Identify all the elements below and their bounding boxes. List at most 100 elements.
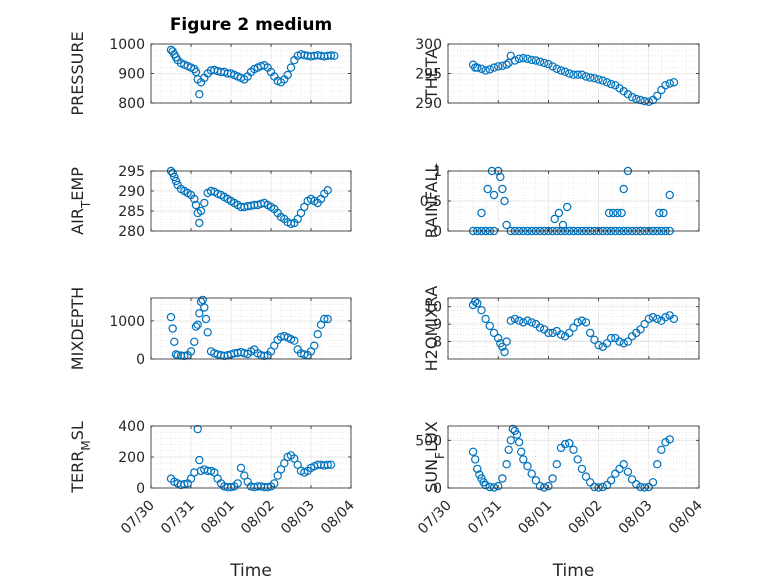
data-point bbox=[514, 316, 524, 325]
data-point bbox=[186, 474, 196, 483]
data-point bbox=[498, 474, 507, 483]
data-point bbox=[471, 455, 480, 464]
data-point bbox=[290, 454, 299, 463]
data-point bbox=[552, 460, 562, 469]
data-point bbox=[519, 54, 528, 63]
data-point bbox=[577, 464, 587, 474]
data-point bbox=[619, 339, 628, 348]
data-point bbox=[180, 351, 189, 361]
data-point bbox=[573, 70, 582, 79]
y-tick-label: 800 bbox=[118, 96, 145, 112]
data-point bbox=[565, 439, 574, 448]
data-point bbox=[531, 56, 541, 65]
data-point bbox=[481, 480, 490, 490]
data-point bbox=[594, 75, 603, 84]
data-point bbox=[665, 79, 674, 88]
data-point bbox=[565, 69, 574, 78]
data-point bbox=[270, 479, 279, 488]
data-point bbox=[619, 460, 628, 469]
x-tick-label: 08/03 bbox=[616, 498, 656, 538]
data-point bbox=[190, 194, 199, 204]
x-tick-label: 08/02 bbox=[566, 498, 606, 538]
data-point bbox=[535, 481, 545, 491]
data-point bbox=[569, 323, 578, 332]
data-point bbox=[485, 65, 494, 74]
data-point bbox=[323, 314, 332, 324]
data-point bbox=[644, 482, 654, 492]
data-point bbox=[200, 198, 209, 208]
data-point bbox=[523, 54, 532, 64]
y-tick-label: 1 bbox=[433, 164, 442, 180]
data-point bbox=[320, 314, 329, 324]
data-point bbox=[527, 55, 536, 65]
figure-title: Figure 2 medium bbox=[170, 15, 332, 35]
data-point bbox=[661, 438, 670, 447]
data-point bbox=[623, 467, 633, 476]
data-point bbox=[195, 455, 204, 465]
data-point bbox=[569, 70, 578, 79]
data-point bbox=[540, 483, 549, 492]
data-point bbox=[648, 478, 658, 487]
data-point bbox=[560, 67, 570, 76]
data-point bbox=[598, 76, 608, 85]
subplot-mixdepth: 0 1000 MIXDEPTH bbox=[68, 287, 352, 370]
subplot-sun-flux: 0 500 07/30 07/31 08/01 08/02 08/03 08/04 SUNFLU… bbox=[415, 421, 706, 581]
data-point bbox=[506, 436, 515, 445]
x-tick-label: 08/04 bbox=[318, 497, 358, 537]
x-tick-label: 08/04 bbox=[666, 497, 706, 537]
data-point bbox=[500, 347, 509, 357]
data-point bbox=[594, 483, 603, 492]
data-point bbox=[502, 60, 511, 69]
data-point bbox=[661, 81, 670, 90]
data-point bbox=[523, 316, 532, 325]
data-point bbox=[581, 318, 591, 327]
data-point bbox=[563, 202, 572, 212]
data-point bbox=[615, 464, 624, 474]
data-point bbox=[644, 314, 654, 324]
x-tick-label: 07/30 bbox=[415, 498, 455, 538]
y-tick-label: 200 bbox=[118, 450, 145, 466]
data-point bbox=[661, 313, 670, 322]
data-point bbox=[303, 51, 312, 61]
data-point bbox=[613, 208, 622, 218]
data-point bbox=[512, 430, 522, 439]
data-point bbox=[226, 483, 236, 492]
data-point bbox=[586, 328, 595, 338]
data-point bbox=[590, 73, 599, 83]
data-point bbox=[548, 328, 557, 338]
data-point bbox=[494, 333, 503, 343]
data-point bbox=[623, 337, 633, 346]
data-point bbox=[514, 438, 524, 447]
y-tick-label: 8 bbox=[433, 335, 442, 351]
data-point bbox=[586, 478, 595, 487]
data-point bbox=[665, 190, 674, 200]
data-point bbox=[186, 347, 196, 356]
data-point bbox=[653, 91, 662, 101]
data-point bbox=[615, 84, 624, 93]
y-axis-label: RAINFALL bbox=[422, 164, 441, 239]
data-point bbox=[569, 445, 578, 454]
data-point bbox=[489, 63, 499, 72]
data-point bbox=[627, 475, 637, 484]
data-point bbox=[581, 472, 591, 481]
data-point bbox=[283, 70, 292, 80]
data-point bbox=[326, 51, 336, 60]
y-tick-label: 9 bbox=[433, 317, 442, 333]
y-axis-label: MIXDEPTH bbox=[68, 287, 87, 370]
data-point bbox=[655, 208, 664, 218]
y-axis-label: SUNFLUX bbox=[422, 421, 447, 493]
data-point bbox=[473, 464, 482, 474]
data-point bbox=[468, 447, 478, 456]
x-tick-label: 08/01 bbox=[515, 498, 555, 538]
data-point bbox=[544, 328, 553, 338]
data-point bbox=[233, 479, 242, 488]
data-point bbox=[558, 220, 568, 230]
data-point bbox=[665, 435, 674, 444]
data-point bbox=[168, 324, 177, 333]
x-tick-label: 07/30 bbox=[118, 498, 158, 538]
data-point bbox=[508, 424, 517, 434]
data-point bbox=[636, 482, 645, 492]
